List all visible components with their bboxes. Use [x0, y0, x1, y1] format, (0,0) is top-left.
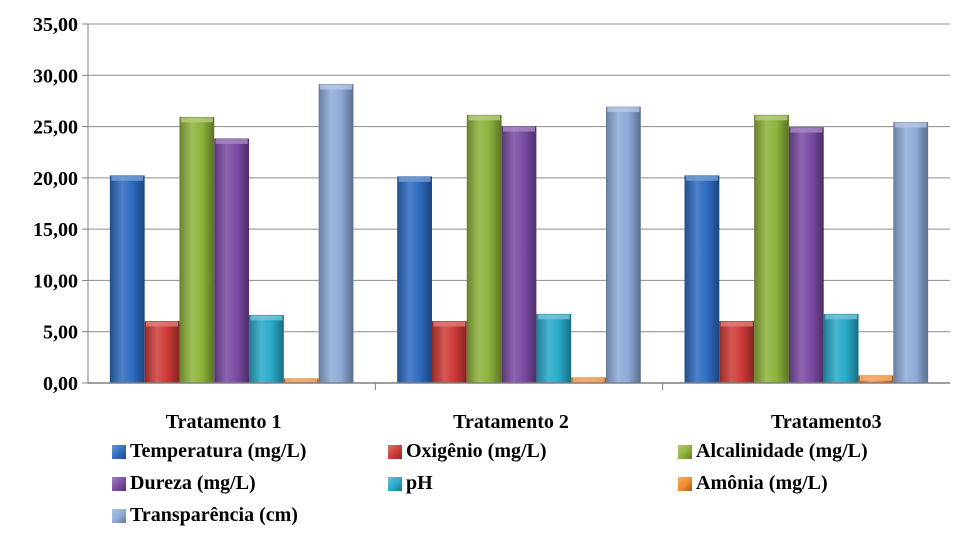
- bar: [179, 116, 215, 384]
- bar: [788, 127, 824, 384]
- bar-highlight: [825, 314, 858, 320]
- bar: [109, 175, 145, 384]
- y-tick-label: 0,00: [43, 373, 78, 395]
- bar-highlight: [572, 377, 605, 383]
- y-tick-label: 25,00: [33, 117, 78, 139]
- legend-swatch: [388, 444, 402, 459]
- axis-labels: 0,00 5,00 10,00 15,00 20,00 25,00 30,00 35,00 Tr…: [33, 14, 882, 433]
- legend-item: Oxigênio (mg/L): [388, 440, 547, 463]
- legend-swatch: [112, 476, 126, 491]
- y-tick-label: 15,00: [33, 219, 78, 241]
- y-tick-label: 35,00: [33, 14, 78, 36]
- bar-highlight: [468, 115, 501, 121]
- legend-swatch: [112, 508, 126, 523]
- legend-item: Transparência (cm): [112, 504, 298, 527]
- bar: [318, 84, 354, 384]
- legend-item: pH: [388, 472, 433, 495]
- y-tick-label: 20,00: [33, 168, 78, 190]
- bar-highlight: [755, 115, 788, 121]
- legend-label: Alcalinidade (mg/L): [696, 440, 868, 462]
- bar: [823, 313, 859, 384]
- bar-highlight: [250, 315, 283, 321]
- legend-label: pH: [406, 472, 433, 494]
- bar: [684, 175, 720, 384]
- bar-highlight: [607, 107, 640, 113]
- legend-swatch: [678, 476, 692, 491]
- bar: [893, 122, 929, 384]
- bar-highlight: [894, 122, 927, 128]
- bar: [536, 313, 572, 384]
- bar-highlight: [111, 175, 144, 181]
- bar: [397, 176, 433, 384]
- bar-highlight: [859, 375, 892, 381]
- bar-highlight: [537, 314, 570, 320]
- y-tick-label: 5,00: [43, 322, 78, 344]
- legend-label: Transparência (cm): [130, 504, 298, 526]
- legend-item: Alcalinidade (mg/L): [678, 440, 868, 463]
- bar: [754, 114, 789, 384]
- bar-chart: 0,00 5,00 10,00 15,00 20,00 25,00 30,00 35,00 Tr…: [33, 14, 950, 433]
- bar-highlight: [285, 378, 318, 383]
- bar-highlight: [398, 176, 431, 182]
- bar: [466, 114, 502, 384]
- legend-label: Oxigênio (mg/L): [406, 440, 547, 462]
- bar-highlight: [503, 126, 535, 132]
- bar: [144, 321, 180, 384]
- bar: [249, 314, 284, 384]
- axes: [82, 23, 950, 390]
- legend-item: Dureza (mg/L): [112, 472, 256, 495]
- legend-label: Dureza (mg/L): [130, 472, 256, 494]
- category-label: Tratamento 1: [166, 411, 282, 433]
- legend-swatch: [388, 476, 402, 491]
- legend-item: Temperatura (mg/L): [112, 440, 306, 463]
- bar-highlight: [685, 175, 718, 181]
- legend-item: Amônia (mg/L): [678, 472, 828, 495]
- y-tick-label: 10,00: [33, 270, 78, 292]
- bar-highlight: [215, 138, 248, 144]
- bar-highlight: [720, 321, 753, 327]
- bar-highlight: [146, 321, 179, 327]
- bar-highlight: [433, 321, 466, 327]
- category-label: Tratamento 2: [453, 411, 569, 433]
- bar: [606, 106, 641, 384]
- legend-swatch: [678, 444, 692, 459]
- bar: [431, 321, 467, 384]
- bar-highlight: [790, 127, 823, 133]
- bars: [109, 84, 929, 384]
- legend-label: Temperatura (mg/L): [130, 440, 307, 462]
- y-tick-label: 30,00: [33, 65, 78, 87]
- category-label: Tratamento3: [771, 411, 882, 433]
- bar: [214, 138, 250, 384]
- bar: [719, 321, 755, 384]
- bar: [501, 126, 537, 384]
- legend-label: Amônia (mg/L): [696, 472, 828, 494]
- bar-highlight: [180, 117, 213, 123]
- bar-highlight: [320, 84, 353, 90]
- legend-swatch: [112, 444, 126, 459]
